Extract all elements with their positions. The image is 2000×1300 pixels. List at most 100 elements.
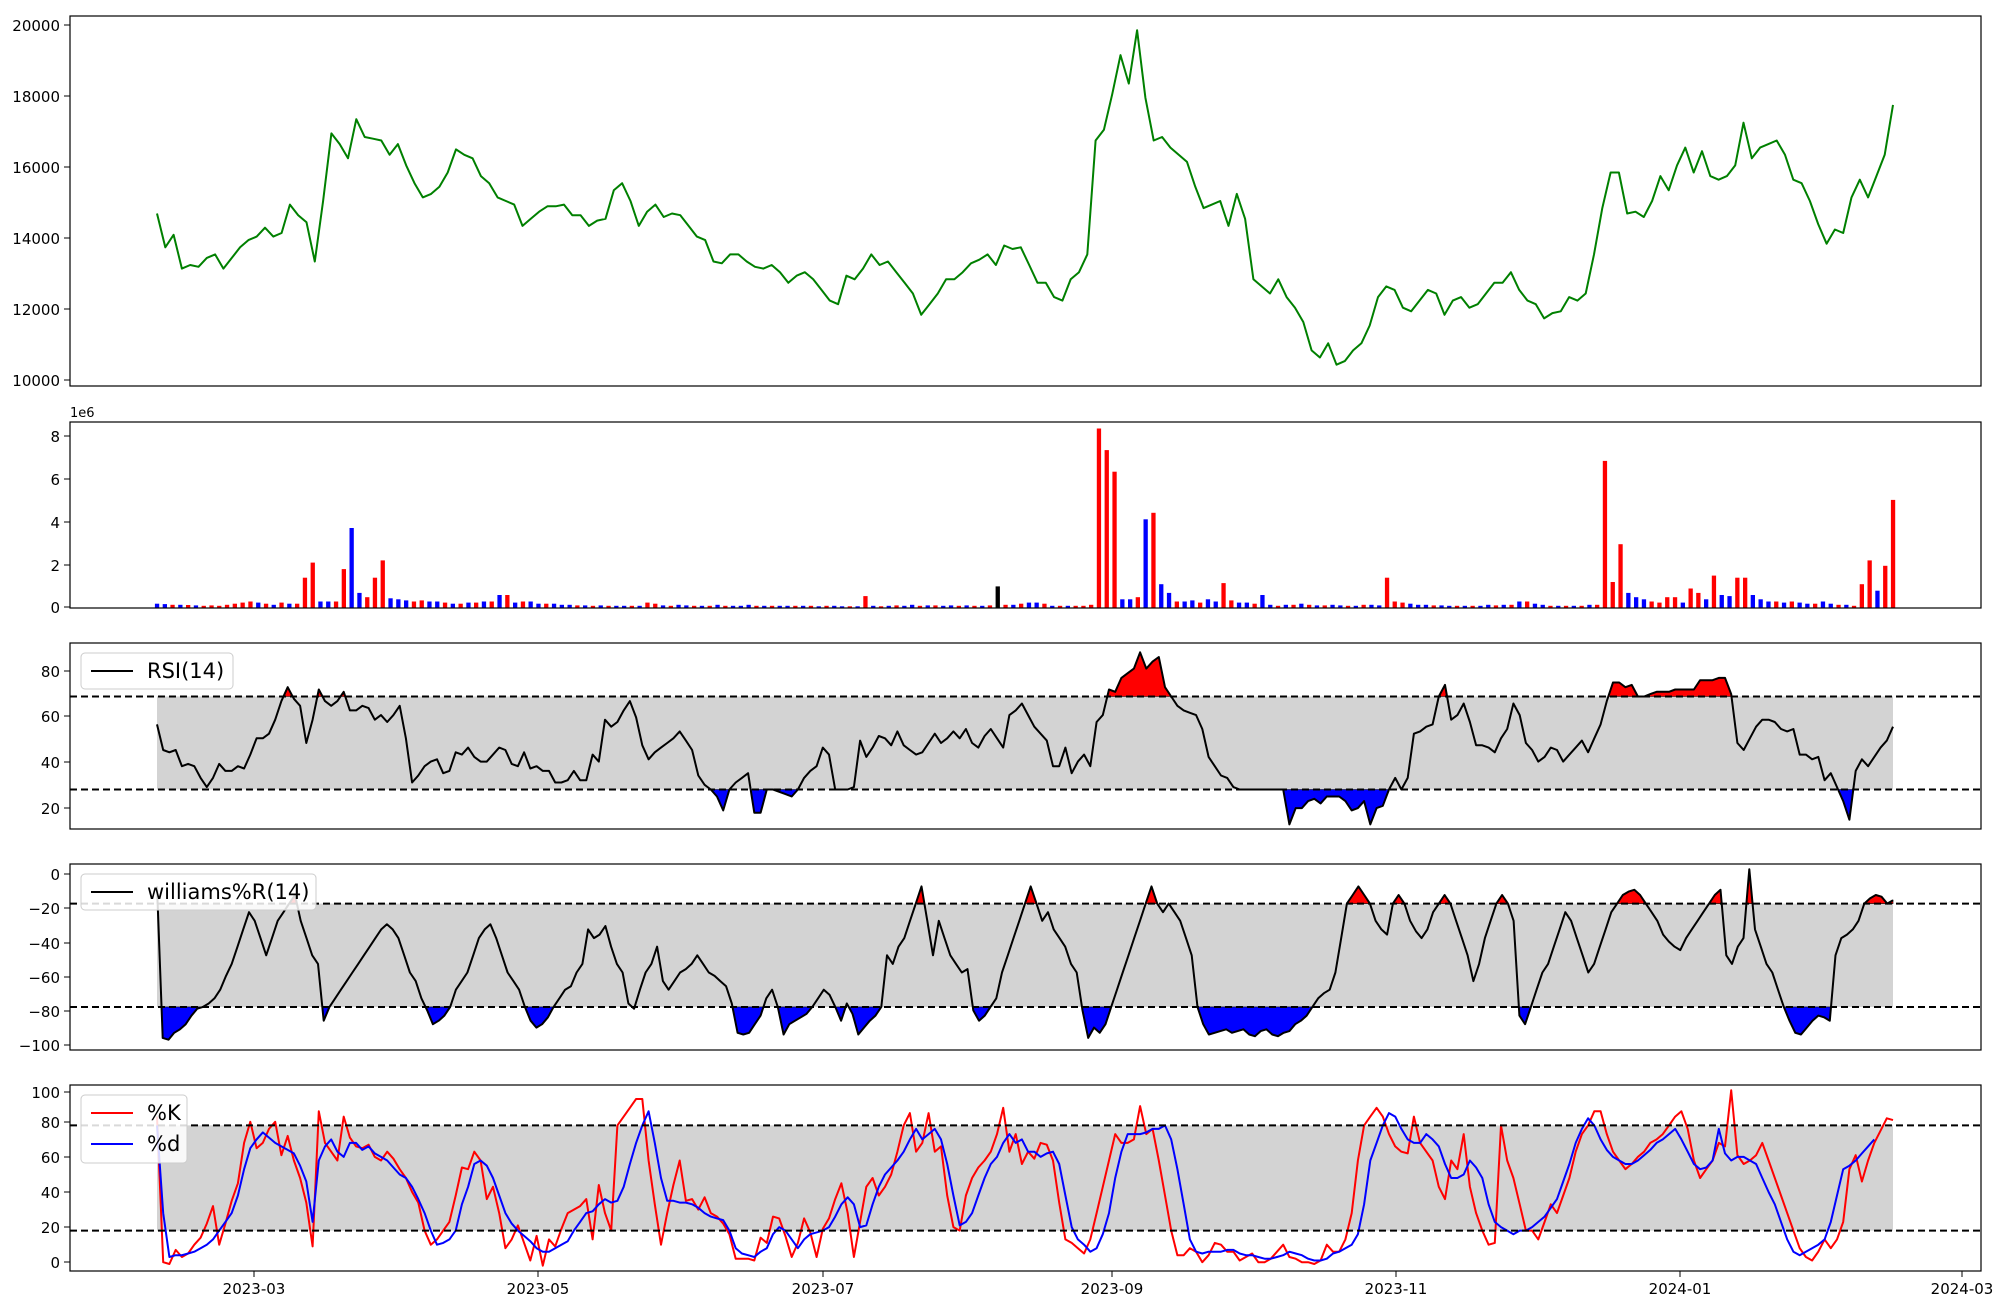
volume-bar — [684, 605, 689, 608]
volume-bar — [676, 604, 681, 608]
volume-bar — [956, 605, 961, 608]
price-y-tick-label: 12000 — [12, 301, 60, 319]
volume-bar — [925, 605, 930, 608]
volume-bar — [1447, 605, 1452, 608]
volume-bar — [1104, 450, 1109, 608]
rsi-legend-box — [80, 652, 234, 690]
volume-bar — [1680, 602, 1685, 608]
volume-axes-frame — [69, 421, 1982, 609]
volume-bar — [1540, 604, 1545, 608]
volume-bar — [1672, 597, 1678, 608]
volume-bar — [240, 602, 245, 608]
rsi-chart: 20 40 60 80 RSI(14) — [41, 642, 1982, 830]
x-axis: 2023-03 2023-05 2023-07 2023-09 2023-11 … — [223, 1271, 1993, 1298]
rsi-plot-area — [70, 651, 1981, 826]
volume-bar — [481, 601, 487, 608]
volume-bar — [1377, 605, 1382, 608]
volume-bar — [606, 605, 611, 608]
volume-bar — [645, 602, 650, 608]
volume-bar — [1813, 603, 1818, 608]
volume-bar — [777, 605, 782, 608]
volume-bar — [279, 602, 284, 608]
volume-bar — [1587, 604, 1592, 608]
volume-bar — [886, 605, 891, 608]
volume-bar — [1470, 605, 1475, 608]
volume-bar — [1135, 597, 1140, 608]
volume-bar — [489, 601, 494, 608]
williams-r-y-tick-label: −40 — [28, 935, 60, 953]
volume-bar — [318, 601, 323, 608]
rsi-y-tick-label: 80 — [41, 663, 60, 681]
volume-bar — [248, 601, 253, 608]
rsi-y-tick-label: 60 — [41, 708, 60, 726]
volume-bar — [1774, 601, 1779, 608]
rsi-line-0 — [156, 651, 1894, 826]
volume-bar — [1423, 604, 1429, 608]
volume-bar — [497, 595, 502, 608]
williams-r-plot-area — [70, 868, 1981, 1041]
volume-bar — [1665, 597, 1670, 608]
volume-bar — [295, 603, 300, 608]
volume-bar — [1571, 605, 1576, 608]
volume-bar — [1159, 584, 1164, 608]
volume-y-tick-label: 4 — [50, 514, 60, 532]
volume-bar — [1556, 605, 1561, 608]
volume-bar — [622, 605, 627, 608]
volume-bar — [910, 604, 915, 608]
volume-bar — [1198, 602, 1203, 608]
volume-bar — [1439, 605, 1444, 608]
volume-bar — [170, 604, 175, 608]
volume-bar — [832, 605, 837, 608]
volume-bar — [785, 605, 790, 608]
volume-bar — [1128, 599, 1133, 608]
volume-bar — [528, 601, 533, 608]
volume-bar — [808, 605, 814, 608]
volume-bar — [1244, 602, 1249, 608]
stochastic-line-1 — [156, 1110, 1876, 1262]
volume-bar — [660, 605, 666, 608]
volume-y-tick-label: 8 — [50, 428, 60, 446]
volume-bar — [1735, 577, 1740, 608]
volume-bar — [769, 605, 775, 608]
volume-bar — [520, 601, 526, 608]
price-y-tick-label: 16000 — [12, 159, 60, 177]
volume-bar — [1711, 575, 1717, 608]
volume-bar — [1166, 592, 1172, 608]
stochastic-legend-label-k: %K — [147, 1101, 182, 1125]
volume-bar — [972, 605, 977, 608]
x-tick-label: 2024-01 — [1649, 1280, 1712, 1298]
volume-bar — [1353, 605, 1358, 608]
volume-bar — [746, 604, 751, 608]
volume-bar — [1610, 582, 1615, 608]
volume-bar — [1525, 601, 1530, 608]
volume-bar — [419, 600, 424, 608]
volume-bar — [668, 605, 673, 608]
stochastic-y-tick-label: 40 — [41, 1184, 60, 1202]
volume-bar — [1338, 605, 1343, 608]
volume-bar — [1143, 519, 1148, 608]
stochastic-band — [157, 1125, 1893, 1231]
volume-bar — [1797, 602, 1802, 608]
williams-r-y-tick-label: −80 — [28, 1003, 60, 1021]
volume-bar — [1384, 577, 1390, 608]
volume-bar — [1478, 605, 1483, 608]
volume-bar — [224, 604, 230, 608]
volume-bar — [1641, 599, 1647, 608]
volume-bar — [209, 605, 214, 608]
volume-bar — [411, 601, 417, 608]
williams-r-y-tick-label: 0 — [50, 866, 60, 884]
volume-bar — [637, 605, 642, 608]
volume-bar — [326, 601, 331, 608]
stochastic-line-0 — [156, 1089, 1894, 1267]
volume-bar — [1493, 605, 1499, 608]
volume-bar — [1859, 584, 1864, 608]
volume-bar — [1190, 600, 1195, 608]
volume-bar — [1260, 595, 1265, 608]
volume-bar — [1501, 604, 1506, 608]
volume-bar — [310, 562, 315, 608]
volume-bar — [1595, 604, 1600, 608]
volume-bar — [505, 595, 510, 608]
volume-bar — [396, 599, 401, 608]
volume-bar — [629, 605, 634, 608]
stochastic-plot-area — [70, 1089, 1981, 1267]
